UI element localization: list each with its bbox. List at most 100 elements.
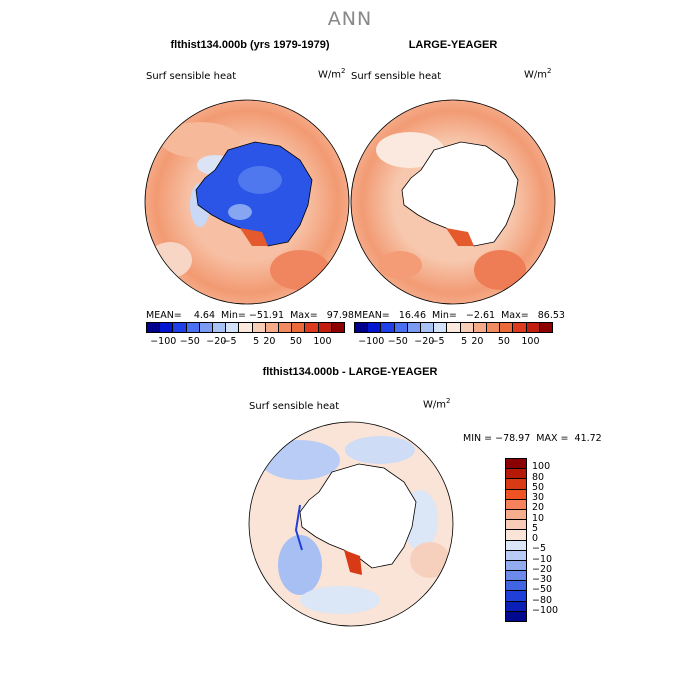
colorbar-swatch bbox=[506, 591, 526, 602]
units-label-diff: W/m2 bbox=[423, 397, 451, 411]
colorbar-tick-label: −20 bbox=[206, 336, 227, 347]
colorbar-swatch bbox=[279, 323, 293, 332]
variable-label-right: Surf sensible heat bbox=[351, 71, 442, 82]
minmax-diff: MIN = −78.97 MAX = 41.72 bbox=[463, 433, 602, 444]
colorbar-swatch bbox=[506, 469, 526, 480]
colorbar-swatch bbox=[252, 323, 266, 332]
map-fill-left bbox=[145, 100, 349, 304]
colorbar-ticks-diff: 100 80 50 30 20 10 5 0 −5 −10 −20 −30 −50 −80 −100 bbox=[532, 458, 572, 622]
colorbar-tick-label: −50 bbox=[387, 336, 408, 347]
colorbar-tick-label: 100 bbox=[532, 461, 551, 473]
colorbar-right bbox=[354, 322, 553, 333]
colorbar-swatch bbox=[506, 550, 526, 561]
colorbar-swatch bbox=[434, 323, 448, 332]
season-title: ANN bbox=[327, 8, 373, 30]
colorbar-swatch bbox=[421, 323, 435, 332]
colorbar-tick-label: 100 bbox=[521, 336, 540, 347]
colorbar-swatch bbox=[160, 323, 174, 332]
colorbar-tick-label: 50 bbox=[497, 336, 510, 347]
colorbar-swatch bbox=[506, 509, 526, 521]
colorbar-tick-label: 5 bbox=[461, 336, 468, 347]
colorbar-tick-label: 20 bbox=[532, 502, 545, 514]
colorbar-swatch bbox=[506, 520, 526, 531]
map-fill-diff bbox=[249, 422, 453, 626]
colorbar-swatch bbox=[473, 323, 488, 332]
colorbar-swatch bbox=[506, 581, 526, 592]
panel-title-diff: flthist134.000b - LARGE-YEAGER bbox=[262, 366, 438, 378]
colorbar-swatch bbox=[186, 323, 200, 332]
colorbar-swatch bbox=[506, 560, 526, 572]
colorbar-tick-label: −50 bbox=[532, 584, 553, 596]
colorbar-swatch bbox=[331, 323, 345, 332]
colorbar-swatch bbox=[487, 323, 501, 332]
colorbar-tick-label: −80 bbox=[532, 594, 553, 606]
colorbar-swatch bbox=[318, 323, 332, 332]
colorbar-left bbox=[146, 322, 345, 333]
colorbar-swatch bbox=[526, 323, 540, 332]
colorbar-tick-label: −50 bbox=[179, 336, 200, 347]
colorbar-diff bbox=[505, 458, 527, 622]
colorbar-swatch bbox=[213, 323, 227, 332]
colorbar-swatch bbox=[447, 323, 461, 332]
colorbar-swatch bbox=[506, 611, 526, 621]
colorbar-tick-label: −10 bbox=[532, 553, 553, 565]
panel-title-obs: LARGE-YEAGER bbox=[408, 39, 498, 51]
colorbar-tick-label: −5 bbox=[430, 336, 445, 347]
colorbar-swatch bbox=[199, 323, 214, 332]
stats-right: MEAN= 16.46 Min= −2.61 Max= 86.53 bbox=[354, 310, 565, 321]
colorbar-swatch bbox=[506, 499, 526, 510]
colorbar-swatch bbox=[460, 323, 474, 332]
colorbar-ticks-right: −100 −50 −20 −5 5 20 50 100 bbox=[354, 336, 553, 350]
colorbar-swatch bbox=[506, 571, 526, 582]
colorbar-swatch bbox=[292, 323, 306, 332]
colorbar-swatch bbox=[355, 323, 369, 332]
colorbar-swatch bbox=[173, 323, 187, 332]
colorbar-swatch bbox=[539, 323, 553, 332]
colorbar-swatch bbox=[381, 323, 395, 332]
colorbar-swatch bbox=[394, 323, 408, 332]
panel-title-model: flthist134.000b (yrs 1979-1979) bbox=[170, 39, 330, 51]
variable-label-diff: Surf sensible heat bbox=[249, 401, 340, 412]
colorbar-swatch bbox=[506, 601, 526, 612]
colorbar-swatch bbox=[506, 479, 526, 490]
colorbar-tick-label: −100 bbox=[150, 336, 177, 347]
colorbar-tick-label: 5 bbox=[253, 336, 260, 347]
colorbar-tick-label: 80 bbox=[532, 471, 545, 483]
colorbar-swatch bbox=[506, 530, 526, 541]
colorbar-tick-label: −100 bbox=[532, 604, 559, 616]
colorbar-tick-label: 50 bbox=[289, 336, 302, 347]
colorbar-tick-label: 100 bbox=[313, 336, 332, 347]
colorbar-tick-label: 30 bbox=[532, 492, 545, 503]
colorbar-swatch bbox=[239, 323, 253, 332]
colorbar-tick-label: −20 bbox=[414, 336, 435, 347]
variable-label-left: Surf sensible heat bbox=[146, 71, 237, 82]
colorbar-tick-label: 0 bbox=[532, 533, 539, 544]
colorbar-swatch bbox=[305, 323, 319, 332]
units-label-right: W/m2 bbox=[524, 67, 552, 81]
colorbar-swatch bbox=[513, 323, 527, 332]
colorbar-tick-label: 20 bbox=[263, 336, 276, 347]
colorbar-swatch bbox=[368, 323, 382, 332]
colorbar-tick-label: 50 bbox=[532, 481, 545, 493]
colorbar-ticks-left: −100 −50 −20 −5 5 20 50 100 bbox=[146, 336, 345, 350]
colorbar-tick-label: 5 bbox=[532, 522, 539, 534]
colorbar-tick-label: 20 bbox=[471, 336, 484, 347]
colorbar-tick-label: −20 bbox=[532, 563, 553, 575]
stats-left: MEAN= 4.64 Min= −51.91 Max= 97.98 bbox=[146, 310, 354, 321]
colorbar-swatch bbox=[147, 323, 161, 332]
colorbar-tick-label: −100 bbox=[358, 336, 385, 347]
colorbar-swatch bbox=[500, 323, 514, 332]
colorbar-swatch bbox=[506, 489, 526, 500]
colorbar-swatch bbox=[265, 323, 280, 332]
colorbar-tick-label: −5 bbox=[532, 543, 547, 555]
map-fill-right bbox=[351, 100, 555, 304]
units-label-left: W/m2 bbox=[318, 67, 346, 81]
colorbar-tick-label: 10 bbox=[532, 512, 545, 524]
colorbar-swatch bbox=[226, 323, 240, 332]
colorbar-swatch bbox=[407, 323, 422, 332]
colorbar-tick-label: −5 bbox=[222, 336, 237, 347]
colorbar-swatch bbox=[506, 540, 526, 551]
colorbar-tick-label: −30 bbox=[532, 574, 553, 585]
colorbar-swatch bbox=[506, 459, 526, 470]
